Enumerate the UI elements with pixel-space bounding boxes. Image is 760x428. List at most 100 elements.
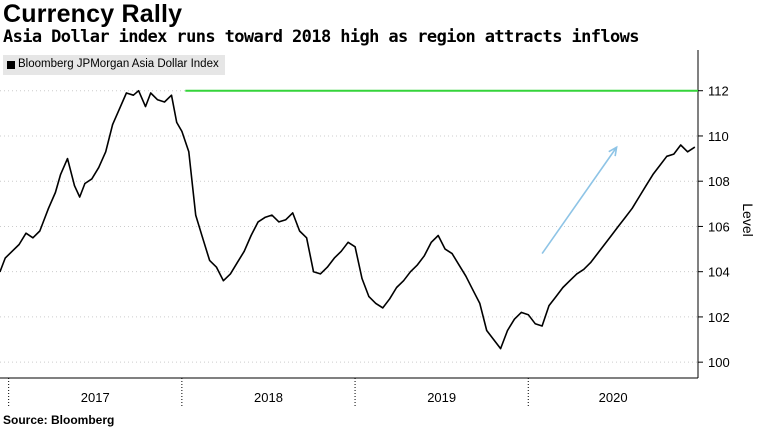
- data-point: [257, 221, 259, 223]
- data-point: [285, 219, 287, 221]
- data-point: [382, 307, 384, 309]
- data-point: [144, 105, 147, 108]
- data-point: [163, 101, 166, 103]
- data-point: [202, 237, 204, 239]
- data-point: [278, 221, 280, 223]
- data-point: [305, 237, 308, 239]
- data-point: [132, 94, 134, 96]
- data-point: [389, 298, 391, 300]
- data-point: [479, 302, 481, 304]
- data-point: [340, 250, 342, 252]
- data-point: [25, 232, 27, 234]
- y-tick-label: 110: [708, 129, 729, 144]
- chart-title: Currency Rally: [3, 0, 183, 28]
- data-point: [312, 271, 315, 273]
- data-point: [652, 173, 654, 176]
- data-point: [157, 99, 159, 101]
- source-note: Source: Bloomberg: [3, 413, 115, 427]
- data-point: [458, 264, 460, 266]
- data-point: [222, 280, 225, 282]
- data-point: [39, 230, 41, 232]
- data-point: [84, 182, 86, 185]
- data-point: [137, 90, 140, 92]
- data-point: [118, 108, 121, 110]
- data-point: [354, 246, 356, 248]
- data-point: [402, 280, 405, 282]
- data-point: [176, 121, 178, 123]
- data-point: [638, 196, 640, 198]
- data-point: [541, 325, 543, 327]
- data-point: [569, 280, 571, 282]
- data-point: [32, 237, 34, 239]
- data-point: [534, 323, 536, 325]
- data-point: [687, 151, 689, 153]
- data-point: [617, 225, 619, 228]
- series-line: [0, 89, 695, 350]
- data-point: [347, 241, 349, 243]
- data-point: [493, 338, 495, 341]
- data-point: [326, 266, 328, 268]
- data-point: [181, 130, 183, 133]
- data-point: [319, 273, 322, 275]
- data-point: [170, 94, 173, 96]
- data-point: [610, 234, 612, 237]
- data-point: [54, 191, 57, 194]
- legend-swatch: [7, 61, 15, 69]
- data-point: [472, 289, 474, 291]
- data-point: [229, 273, 231, 275]
- trend-arrow-head: [608, 145, 618, 157]
- data-point: [188, 151, 190, 153]
- data-point: [520, 311, 522, 313]
- data-point: [465, 275, 467, 277]
- legend: Bloomberg JPMorgan Asia Dollar Index: [3, 55, 225, 75]
- data-point: [548, 305, 550, 307]
- y-tick-label: 100: [708, 355, 730, 370]
- data-point: [603, 243, 606, 246]
- data-point: [590, 262, 592, 264]
- data-point: [264, 216, 266, 218]
- data-point: [150, 92, 152, 94]
- data-point: [271, 214, 273, 216]
- data-point: [292, 212, 294, 214]
- data-point: [430, 241, 432, 243]
- data-point: [195, 214, 197, 216]
- trend-arrow: [541, 146, 618, 255]
- data-point: [486, 329, 488, 332]
- data-point: [60, 173, 62, 176]
- y-tick-label: 106: [708, 219, 730, 234]
- data-point: [451, 252, 453, 255]
- data-point: [423, 255, 425, 257]
- data-point: [66, 157, 69, 160]
- data-point: [299, 230, 301, 232]
- data-point: [18, 243, 20, 246]
- data-point: [11, 250, 13, 252]
- data-point: [368, 295, 370, 298]
- x-tick-label: 2020: [599, 390, 628, 405]
- data-point: [527, 314, 529, 316]
- data-point: [42, 221, 44, 223]
- data-point: [47, 207, 50, 209]
- data-point: [208, 259, 211, 261]
- data-point: [673, 153, 675, 155]
- data-point: [666, 155, 668, 157]
- data-point: [562, 286, 564, 289]
- data-point: [596, 252, 599, 255]
- data-point: [416, 264, 419, 266]
- data-point: [499, 347, 502, 350]
- y-axis-label: Level: [740, 203, 756, 236]
- data-point: [79, 196, 81, 198]
- data-point: [105, 151, 107, 153]
- data-point: [659, 164, 661, 166]
- data-point: [583, 268, 585, 271]
- data-point: [0, 271, 1, 273]
- y-tick-label: 112: [708, 84, 729, 99]
- data-point: [215, 266, 218, 268]
- data-point: [409, 271, 412, 273]
- data-point: [125, 92, 128, 94]
- data-point: [624, 216, 626, 218]
- data-point: [437, 234, 439, 237]
- legend-label: Bloomberg JPMorgan Asia Dollar Index: [18, 58, 219, 70]
- data-point: [91, 178, 93, 180]
- data-point: [111, 124, 114, 126]
